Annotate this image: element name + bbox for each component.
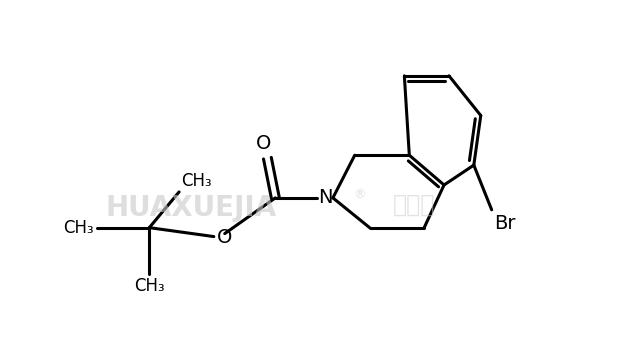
Text: O: O	[217, 228, 232, 247]
Text: 化学加: 化学加	[393, 193, 435, 217]
Text: Br: Br	[494, 214, 515, 233]
Text: O: O	[256, 134, 271, 153]
Text: CH₃: CH₃	[63, 219, 94, 237]
Text: N: N	[318, 189, 332, 207]
Text: CH₃: CH₃	[134, 277, 165, 295]
Text: HUAXUEJIA: HUAXUEJIA	[105, 194, 277, 222]
Text: ®: ®	[353, 189, 366, 201]
Text: CH₃: CH₃	[181, 172, 212, 190]
